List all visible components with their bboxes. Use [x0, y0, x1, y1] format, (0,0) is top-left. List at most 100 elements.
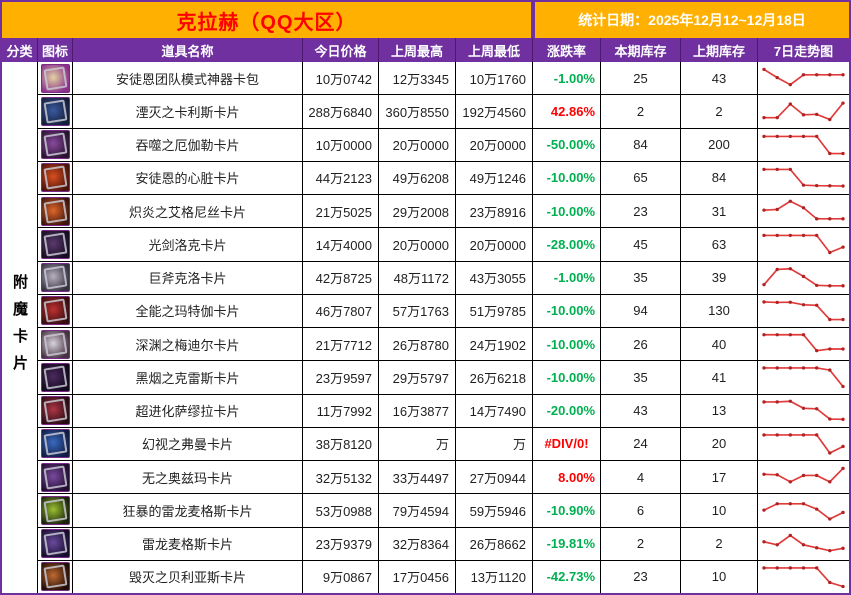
- card-icon[interactable]: [40, 462, 70, 492]
- table-row[interactable]: 吞噬之厄伽勒卡片 10万0000 20万0000 20万0000 -50.00%…: [38, 128, 849, 162]
- card-icon[interactable]: [40, 529, 70, 559]
- icon-cell: [38, 361, 73, 394]
- col-header-stock-now[interactable]: 本期库存: [601, 38, 681, 62]
- week-high-price: 57万1763: [379, 294, 456, 327]
- week-high-price: 33万4497: [379, 461, 456, 494]
- item-name[interactable]: 雷龙麦格斯卡片: [73, 527, 303, 560]
- item-name[interactable]: 巨斧克洛卡片: [73, 261, 303, 294]
- col-header-week-high[interactable]: 上周最高: [379, 38, 456, 62]
- stock-current: 4: [601, 461, 681, 494]
- week-high-price: 12万3345: [379, 62, 456, 95]
- table-row[interactable]: 安徒恩的心脏卡片 44万2123 49万6208 49万1246 -10.00%…: [38, 161, 849, 195]
- stock-current: 23: [601, 195, 681, 228]
- icon-cell: [38, 427, 73, 460]
- item-name[interactable]: 光剑洛克卡片: [73, 228, 303, 261]
- stock-previous: 10: [681, 560, 758, 593]
- item-name[interactable]: 无之奥兹玛卡片: [73, 461, 303, 494]
- item-name[interactable]: 全能之玛特伽卡片: [73, 294, 303, 327]
- week-high-price: 20万0000: [379, 128, 456, 161]
- col-header-category[interactable]: 分类: [2, 38, 38, 62]
- change-rate: -50.00%: [533, 128, 601, 161]
- table-row[interactable]: 幻视之弗曼卡片 38万8120 万 万 #DIV/0! 24 20: [38, 427, 849, 461]
- icon-cell: [38, 62, 73, 95]
- stock-previous: 130: [681, 294, 758, 327]
- week-low-price: 10万1760: [456, 62, 533, 95]
- card-frame-decoration: [42, 232, 68, 257]
- item-name[interactable]: 毁灭之贝利亚斯卡片: [73, 560, 303, 593]
- stock-current: 84: [601, 128, 681, 161]
- stock-previous: 41: [681, 361, 758, 394]
- item-name[interactable]: 炽炎之艾格尼丝卡片: [73, 195, 303, 228]
- card-icon[interactable]: [40, 296, 70, 326]
- week-low-price: 51万9785: [456, 294, 533, 327]
- week-low-price: 192万4560: [456, 95, 533, 128]
- col-header-icon[interactable]: 图标: [38, 38, 73, 62]
- stock-current: 43: [601, 394, 681, 427]
- table-row[interactable]: 黑烟之克雷斯卡片 23万9597 29万5797 26万6218 -10.00%…: [38, 361, 849, 395]
- change-rate: -1.00%: [533, 261, 601, 294]
- item-name[interactable]: 湮灭之卡利斯卡片: [73, 95, 303, 128]
- item-name[interactable]: 深渊之梅迪尔卡片: [73, 328, 303, 361]
- table-row[interactable]: 湮灭之卡利斯卡片 288万6840 360万8550 192万4560 42.8…: [38, 95, 849, 129]
- trend-sparkline: [758, 528, 849, 560]
- change-rate: 42.86%: [533, 95, 601, 128]
- table-row[interactable]: 炽炎之艾格尼丝卡片 21万5025 29万2008 23万8916 -10.00…: [38, 195, 849, 229]
- card-icon[interactable]: [40, 229, 70, 259]
- card-icon[interactable]: [40, 495, 70, 525]
- card-icon[interactable]: [40, 429, 70, 459]
- item-name[interactable]: 黑烟之克雷斯卡片: [73, 361, 303, 394]
- col-header-stock-prev[interactable]: 上期库存: [681, 38, 758, 62]
- table-row[interactable]: 狂暴的雷龙麦格斯卡片 53万0988 79万4594 59万5946 -10.9…: [38, 494, 849, 528]
- today-price: 21万5025: [303, 195, 379, 228]
- card-pack-icon[interactable]: [40, 63, 70, 93]
- card-icon[interactable]: [40, 96, 70, 126]
- card-icon[interactable]: [40, 196, 70, 226]
- server-title: 克拉赫（QQ大区）: [2, 2, 535, 38]
- item-name[interactable]: 幻视之弗曼卡片: [73, 427, 303, 460]
- table-row[interactable]: 深渊之梅迪尔卡片 21万7712 26万8780 24万1902 -10.00%…: [38, 328, 849, 362]
- col-header-today-price[interactable]: 今日价格: [303, 38, 379, 62]
- item-name[interactable]: 狂暴的雷龙麦格斯卡片: [73, 494, 303, 527]
- trend-sparkline: [758, 361, 849, 393]
- table-row[interactable]: 全能之玛特伽卡片 46万7807 57万1763 51万9785 -10.00%…: [38, 294, 849, 328]
- table-row[interactable]: 超进化萨缪拉卡片 11万7992 16万3877 14万7490 -20.00%…: [38, 394, 849, 428]
- card-icon[interactable]: [40, 362, 70, 392]
- stock-previous: 31: [681, 195, 758, 228]
- card-icon[interactable]: [40, 263, 70, 293]
- card-icon[interactable]: [40, 130, 70, 160]
- col-header-change-rate[interactable]: 涨跌率: [533, 38, 601, 62]
- item-name[interactable]: 安徒恩团队模式神器卡包: [73, 62, 303, 95]
- card-frame-decoration: [42, 498, 68, 523]
- trend-sparkline: [758, 62, 849, 94]
- stock-previous: 40: [681, 328, 758, 361]
- table-row[interactable]: 安徒恩团队模式神器卡包 10万0742 12万3345 10万1760 -1.0…: [38, 62, 849, 96]
- week-low-price: 13万1120: [456, 560, 533, 593]
- trend-sparkline: [758, 295, 849, 327]
- week-high-price: 26万8780: [379, 328, 456, 361]
- stock-previous: 20: [681, 427, 758, 460]
- week-high-price: 48万1172: [379, 261, 456, 294]
- week-high-price: 17万0456: [379, 560, 456, 593]
- table-row[interactable]: 无之奥兹玛卡片 32万5132 33万4497 27万0944 8.00% 4 …: [38, 461, 849, 495]
- today-price: 10万0000: [303, 128, 379, 161]
- table-row[interactable]: 毁灭之贝利亚斯卡片 9万0867 17万0456 13万1120 -42.73%…: [38, 560, 849, 593]
- item-name[interactable]: 安徒恩的心脏卡片: [73, 161, 303, 194]
- card-frame-decoration: [42, 332, 68, 357]
- change-rate: -10.00%: [533, 294, 601, 327]
- item-name[interactable]: 吞噬之厄伽勒卡片: [73, 128, 303, 161]
- stock-previous: 63: [681, 228, 758, 261]
- today-price: 11万7992: [303, 394, 379, 427]
- col-header-item-name[interactable]: 道具名称: [73, 38, 303, 62]
- table-row[interactable]: 巨斧克洛卡片 42万8725 48万1172 43万3055 -1.00% 35…: [38, 261, 849, 295]
- item-name[interactable]: 超进化萨缪拉卡片: [73, 394, 303, 427]
- card-icon[interactable]: [40, 562, 70, 592]
- col-header-trend[interactable]: 7日走势图: [773, 43, 834, 59]
- card-icon[interactable]: [40, 396, 70, 426]
- table-row[interactable]: 雷龙麦格斯卡片 23万9379 32万8364 26万8662 -19.81% …: [38, 527, 849, 561]
- card-icon[interactable]: [40, 163, 70, 193]
- card-frame-decoration: [42, 531, 68, 556]
- icon-cell: [38, 527, 73, 560]
- col-header-week-low[interactable]: 上周最低: [456, 38, 533, 62]
- card-icon[interactable]: [40, 329, 70, 359]
- table-row[interactable]: 光剑洛克卡片 14万4000 20万0000 20万0000 -28.00% 4…: [38, 228, 849, 262]
